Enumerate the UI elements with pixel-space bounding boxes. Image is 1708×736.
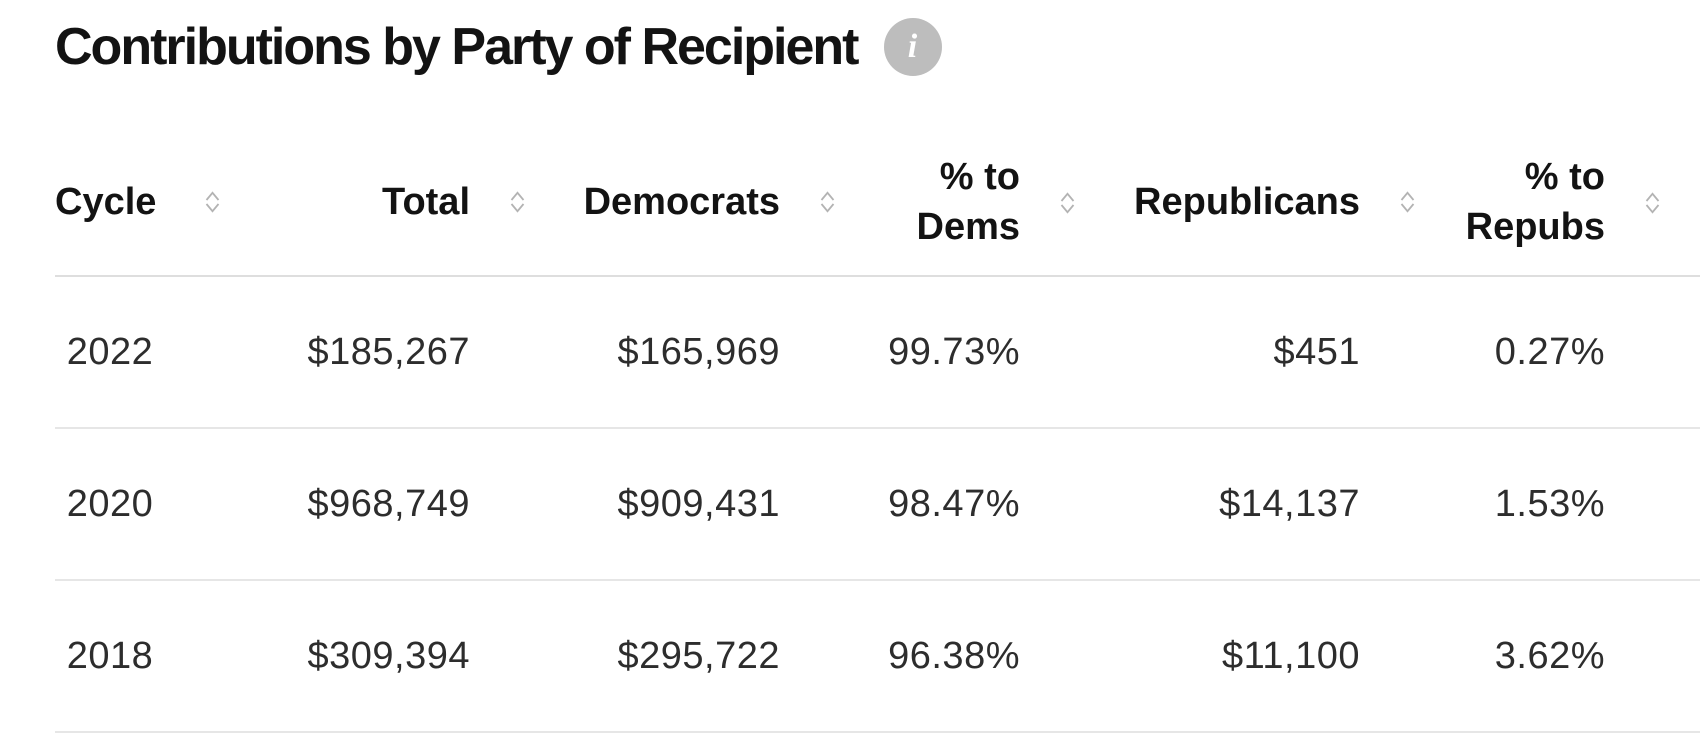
cell-pct-to-dems: 99.73% bbox=[875, 276, 1115, 429]
sort-toggle-icon[interactable] bbox=[1360, 190, 1455, 214]
cell-republicans: $451 bbox=[1115, 276, 1455, 429]
cell-total: $185,267 bbox=[260, 276, 565, 429]
column-header-label: % to Dems bbox=[916, 156, 1021, 248]
cell-pct-to-dems: 98.47% bbox=[875, 428, 1115, 581]
table-row-2018: 2018 $309,394 $295,722 96.38% $11,100 3.… bbox=[55, 580, 1700, 733]
cell-cycle: 2020 bbox=[55, 428, 260, 581]
sort-toggle-icon[interactable] bbox=[780, 190, 875, 214]
sort-toggle-icon[interactable] bbox=[1020, 191, 1115, 215]
column-header-pct-to-dems[interactable]: % to Dems bbox=[875, 130, 1115, 277]
title-row: Contributions by Party of Recipient i bbox=[55, 14, 1708, 80]
cell-democrats: $295,722 bbox=[565, 580, 875, 733]
column-header-label: % to Repubs bbox=[1465, 156, 1605, 248]
column-header-republicans[interactable]: Republicans bbox=[1115, 130, 1455, 277]
column-header-pct-to-repubs[interactable]: % to Repubs bbox=[1455, 130, 1700, 277]
sort-toggle-icon[interactable] bbox=[165, 190, 260, 214]
table-row-2022: 2022 $185,267 $165,969 99.73% $451 0.27% bbox=[55, 276, 1700, 429]
cell-cycle: 2018 bbox=[55, 580, 260, 733]
sort-toggle-icon[interactable] bbox=[1605, 191, 1700, 215]
cell-democrats: $165,969 bbox=[565, 276, 875, 429]
sort-toggle-icon[interactable] bbox=[470, 190, 565, 214]
column-header-label: Republicans bbox=[1134, 180, 1360, 223]
cell-pct-to-repubs: 1.53% bbox=[1455, 428, 1700, 581]
column-header-cycle[interactable]: Cycle bbox=[55, 130, 260, 277]
cell-total: $968,749 bbox=[260, 428, 565, 581]
column-header-label: Cycle bbox=[55, 180, 157, 223]
page-title: Contributions by Party of Recipient bbox=[55, 18, 859, 76]
cell-democrats: $909,431 bbox=[565, 428, 875, 581]
column-header-total[interactable]: Total bbox=[260, 130, 565, 277]
cell-republicans: $14,137 bbox=[1115, 428, 1455, 581]
cell-pct-to-repubs: 0.27% bbox=[1455, 276, 1700, 429]
info-icon[interactable]: i bbox=[883, 18, 942, 76]
column-header-label: Total bbox=[382, 180, 470, 223]
cell-cycle: 2022 bbox=[55, 276, 260, 429]
cell-pct-to-dems: 96.38% bbox=[875, 580, 1115, 733]
cell-total: $309,394 bbox=[260, 580, 565, 733]
column-header-label: Democrats bbox=[583, 180, 780, 223]
table-row-2020: 2020 $968,749 $909,431 98.47% $14,137 1.… bbox=[55, 428, 1700, 581]
column-header-democrats[interactable]: Democrats bbox=[565, 130, 875, 277]
cell-republicans: $11,100 bbox=[1115, 580, 1455, 733]
contributions-table: Cycle Total De bbox=[55, 130, 1700, 733]
cell-pct-to-repubs: 3.62% bbox=[1455, 580, 1700, 733]
table-header-row: Cycle Total De bbox=[55, 130, 1700, 277]
